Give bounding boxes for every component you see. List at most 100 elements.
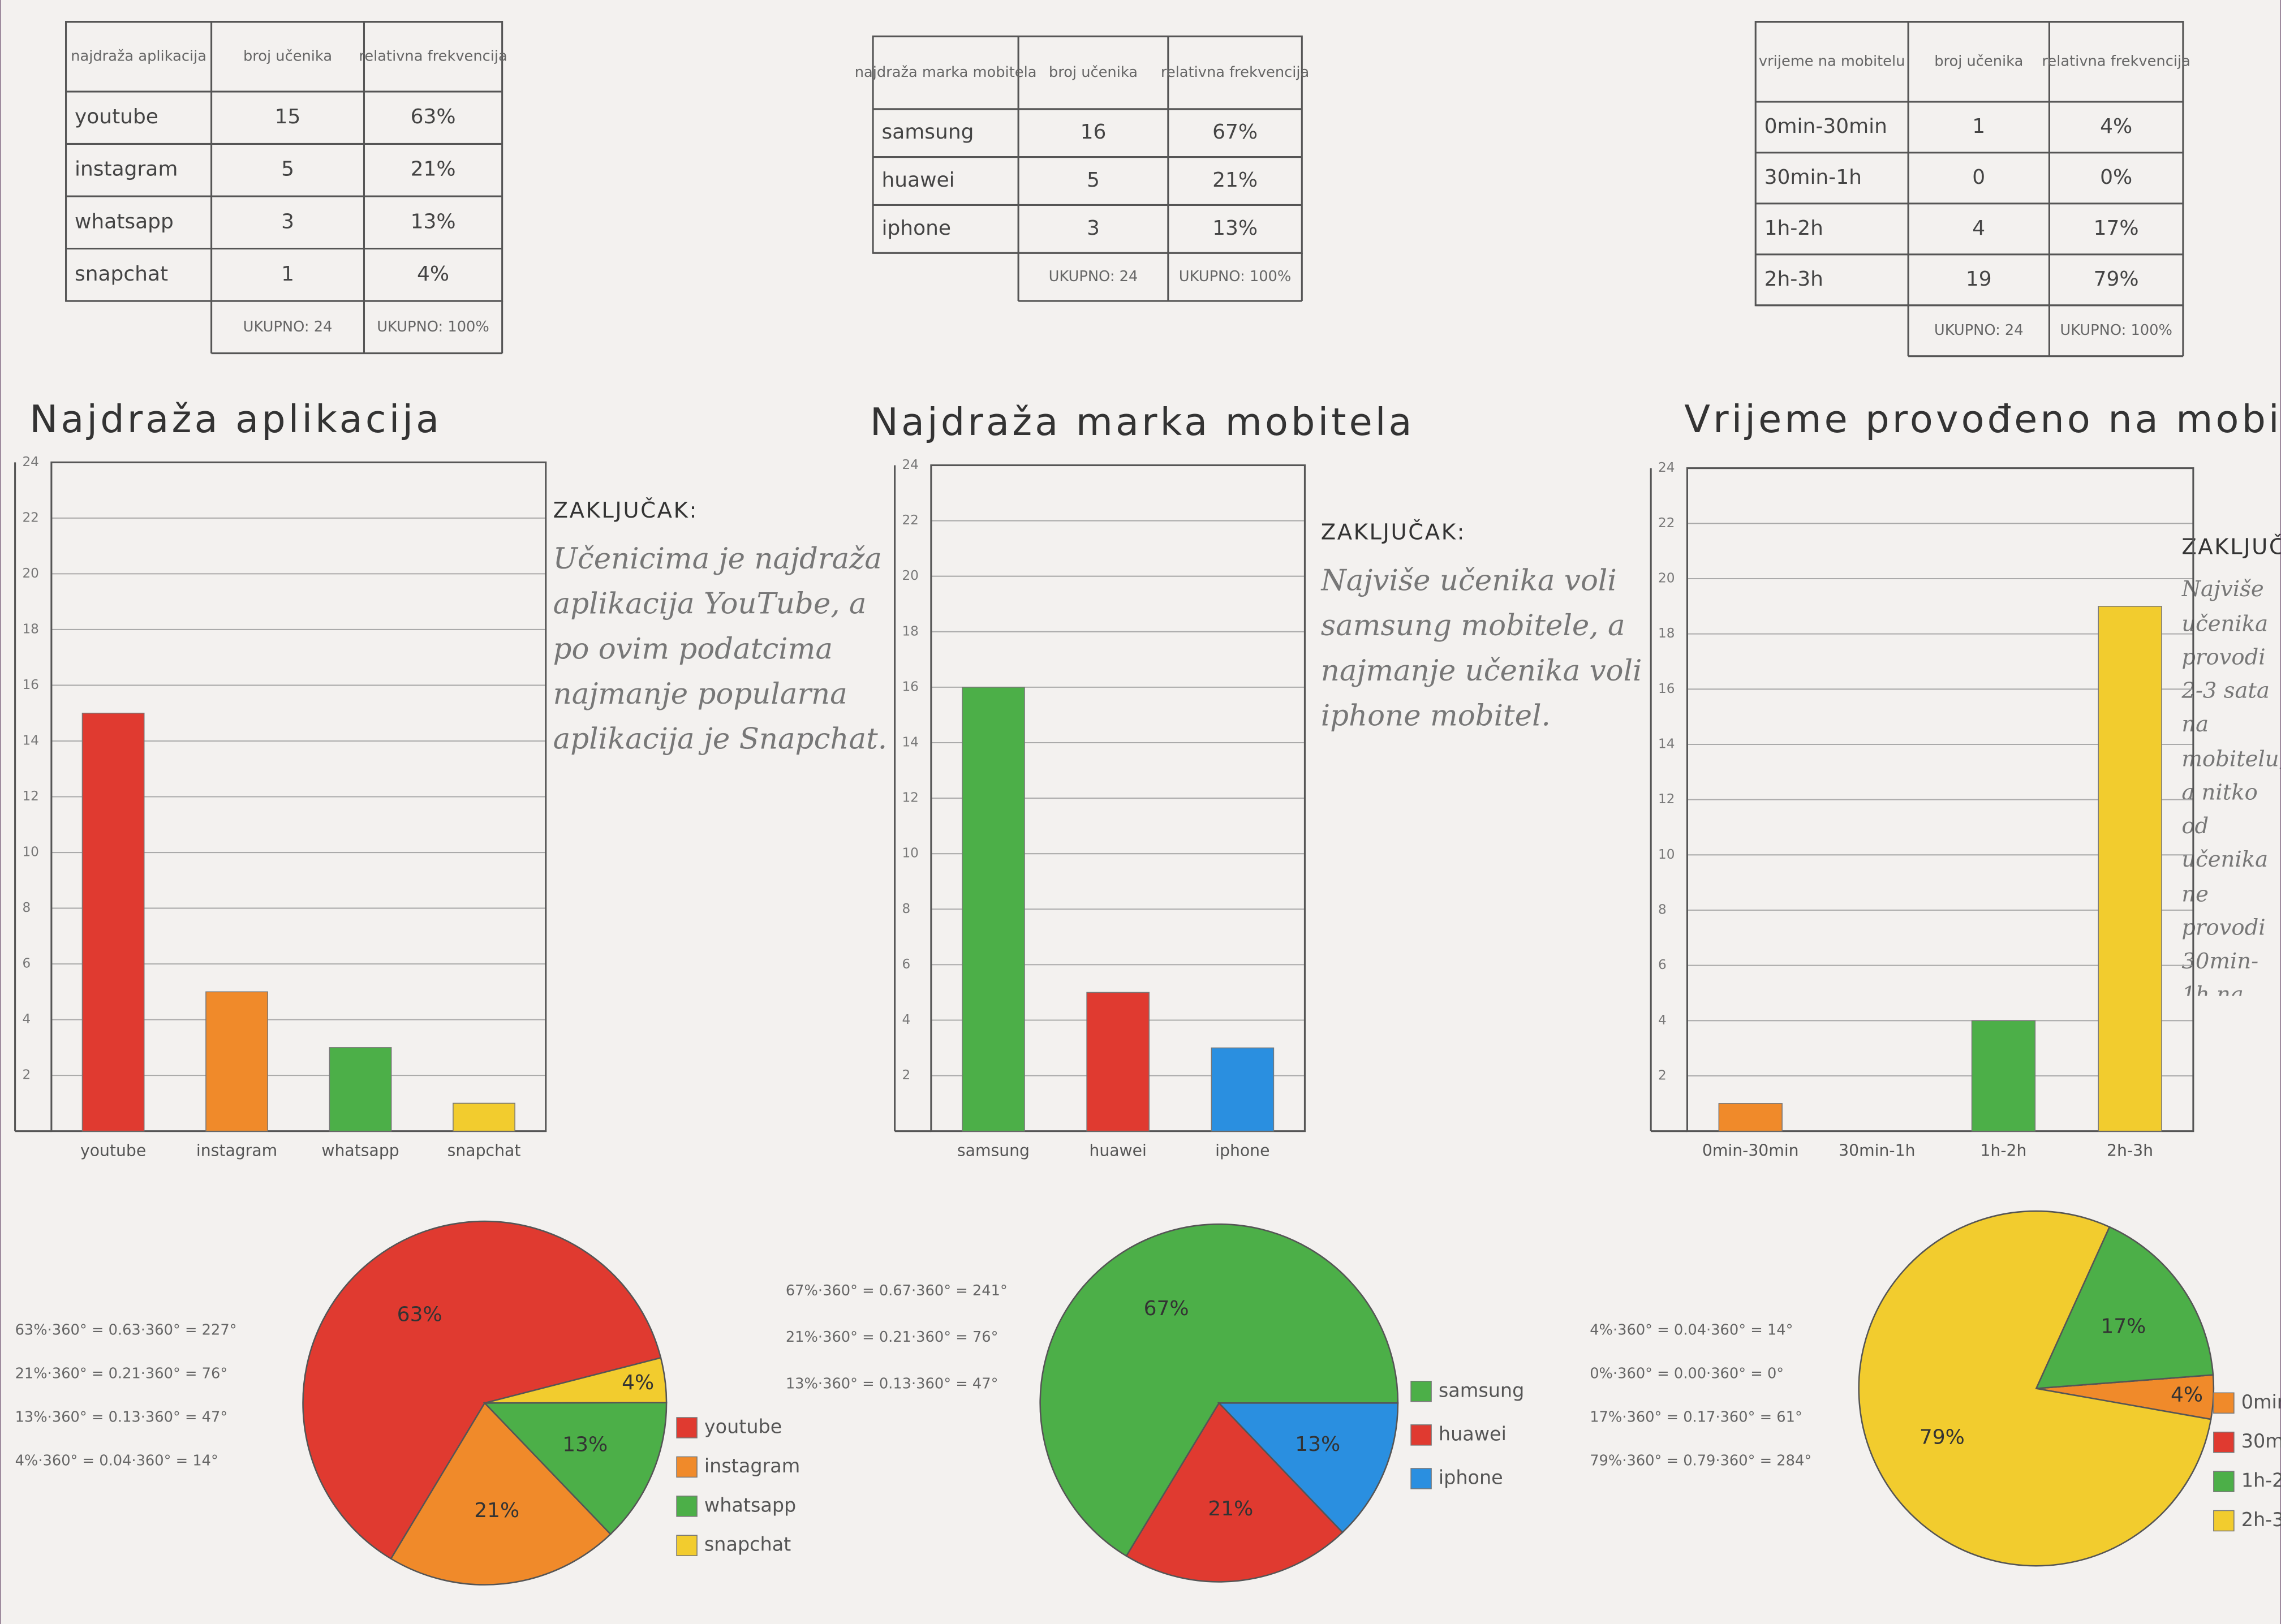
pie-slice: [1217, 1402, 1399, 1533]
y-tick-label: 10: [22, 845, 38, 860]
table-cell: 21%: [1212, 169, 1258, 192]
calculation: 17%·360° = 0.17·360° = 61°: [1590, 1409, 1802, 1426]
calculation: 13%·360° = 0.13·360° = 47°: [15, 1409, 228, 1426]
y-tick-label: 4: [902, 1013, 910, 1027]
y-tick-label: 2: [902, 1068, 910, 1083]
table-cell: 3: [281, 210, 294, 233]
table-total: UKUPNO: 100%: [377, 318, 489, 335]
table-cell: 4%: [2100, 115, 2132, 138]
table-cell: 21%: [411, 158, 456, 181]
pie-label: 17%: [2101, 1315, 2146, 1338]
legend-label: iphone: [1439, 1466, 1503, 1488]
legend-label: whatsapp: [704, 1494, 796, 1516]
table-cell: 0%: [2100, 166, 2132, 189]
y-tick-label: 8: [902, 902, 910, 916]
table-header: relativna frekvencija: [2042, 53, 2190, 70]
legend-label: 30min-1h: [2241, 1430, 2281, 1452]
table-header: relativna frekvencija: [359, 48, 507, 65]
table-cell: 17%: [2094, 217, 2139, 240]
table-cell: 15: [275, 105, 301, 128]
y-tick-label: 6: [22, 957, 31, 971]
table-cell: 4: [1972, 217, 1985, 240]
pie-slice: [1125, 1402, 1344, 1583]
y-tick-label: 12: [902, 791, 918, 805]
plot-frame: [1686, 467, 2194, 1132]
x-tick-label: iphone: [1215, 1141, 1269, 1160]
y-tick-label: 14: [1658, 736, 1675, 751]
y-tick-label: 20: [1658, 571, 1675, 585]
x-tick-label: 2h-3h: [2107, 1141, 2153, 1160]
pie-slice: [302, 1220, 662, 1560]
table-header: najdraža aplikacija: [71, 48, 206, 65]
bar: [453, 1102, 515, 1132]
pie-label: 79%: [1920, 1425, 1965, 1449]
table-header: relativna frekvencija: [1161, 64, 1309, 81]
x-tick-label: huawei: [1089, 1141, 1147, 1160]
calculation: 13%·360° = 0.13·360° = 47°: [786, 1375, 999, 1392]
table-total: UKUPNO: 24: [1049, 268, 1138, 285]
legend-swatch: [676, 1417, 698, 1438]
pie-slice: [390, 1402, 612, 1586]
bar: [1086, 992, 1150, 1132]
legend-swatch: [2213, 1510, 2235, 1532]
conclusion-text: Najviše učenika provodi 2-3 sata na mobi…: [2181, 576, 2281, 996]
pie-label: 13%: [1295, 1433, 1340, 1456]
chart-title: Vrijeme provođeno na mobitelu: [1684, 397, 2281, 441]
table-cell: 13%: [1212, 217, 1258, 240]
bar: [962, 687, 1025, 1132]
table-cell: 1h-2h: [1764, 217, 1823, 240]
pie-slice: [484, 1356, 668, 1404]
bar: [81, 712, 145, 1132]
y-tick-label: 16: [22, 678, 38, 692]
calculation: 0%·360° = 0.00·360° = 0°: [1590, 1365, 1784, 1382]
calculation: 21%·360° = 0.21·360° = 76°: [786, 1329, 999, 1346]
table-cell: iphone: [881, 217, 951, 240]
y-tick-label: 22: [902, 513, 918, 528]
table-total: UKUPNO: 100%: [2060, 322, 2172, 339]
legend-swatch: [676, 1496, 698, 1517]
conclusion-2: ZAKLJUČAK: Najviše učenika voli samsung …: [1321, 519, 1642, 733]
y-tick-label: 4: [22, 1012, 31, 1027]
pie-label: 13%: [562, 1433, 608, 1457]
x-tick-label: instagram: [196, 1141, 277, 1160]
table-header: najdraža marka mobitela: [855, 64, 1037, 81]
table-cell: 0min-30min: [1764, 115, 1887, 138]
legend-label: snapchat: [704, 1533, 791, 1556]
table-cell: 67%: [1212, 120, 1258, 144]
table-cell: youtube: [75, 105, 158, 128]
plot-frame: [50, 461, 547, 1132]
legend-label: 1h-2h: [2241, 1470, 2281, 1492]
pie-slice: [1858, 1210, 2212, 1567]
y-tick-label: 24: [1658, 460, 1675, 475]
y-tick-label: 4: [1658, 1013, 1667, 1028]
x-tick-label: 1h-2h: [1980, 1141, 2026, 1160]
table-cell: instagram: [75, 158, 178, 181]
chart-title: Najdraža aplikacija: [29, 397, 442, 441]
y-tick-label: 14: [22, 733, 38, 748]
conclusion-heading: ZAKLJUČAK:: [553, 497, 699, 524]
y-tick-label: 16: [1658, 682, 1675, 696]
table-cell: 1: [281, 262, 294, 286]
y-tick-label: 6: [1658, 958, 1667, 972]
table-cell: 19: [1966, 268, 1992, 291]
y-tick-label: 24: [902, 458, 918, 472]
y-tick-label: 12: [1658, 792, 1675, 807]
calculation: 63%·360° = 0.63·360° = 227°: [15, 1321, 237, 1338]
table-cell: 5: [1087, 169, 1100, 192]
bar: [205, 991, 268, 1132]
table-cell: 3: [1087, 217, 1100, 240]
table-cell: 2h-3h: [1764, 268, 1823, 291]
legend-label: instagram: [704, 1455, 800, 1477]
y-tick-label: 16: [902, 679, 918, 694]
table-cell: 5: [281, 158, 294, 181]
legend-swatch: [2213, 1471, 2235, 1492]
y-tick-label: 10: [902, 846, 918, 861]
conclusion-text: Učenicima je najdraža aplikacija YouTube…: [553, 541, 888, 757]
y-tick-label: 18: [902, 624, 918, 639]
chart-title: Najdraža marka mobitela: [870, 400, 1415, 444]
table-total: UKUPNO: 24: [1934, 322, 2024, 339]
legend-label: huawei: [1439, 1423, 1507, 1445]
y-tick-label: 8: [1658, 902, 1667, 917]
